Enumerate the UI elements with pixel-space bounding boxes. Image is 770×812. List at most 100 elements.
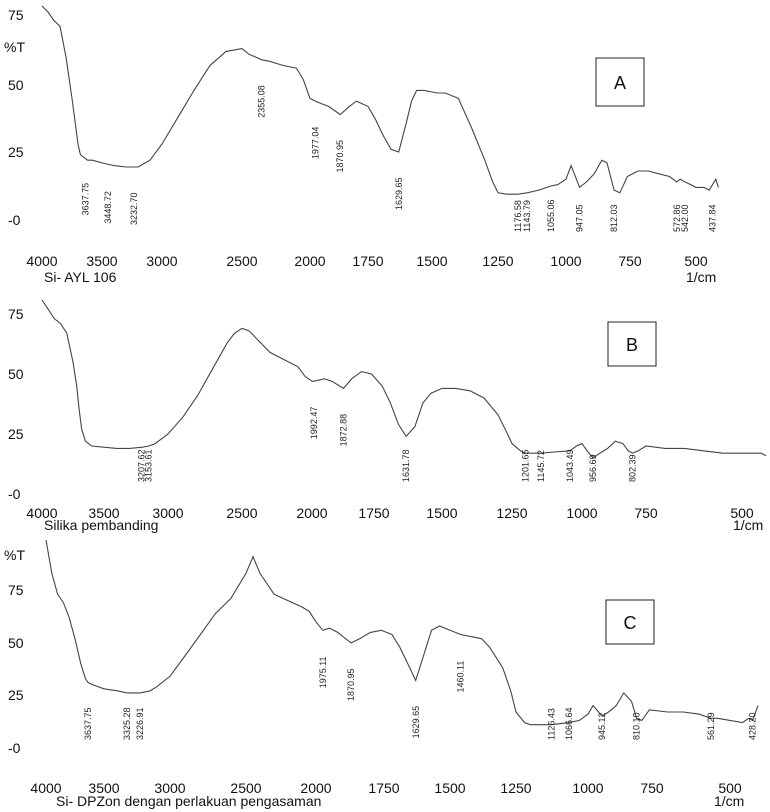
peak-label: 1977.04 [310,127,320,160]
xtick-label: 3500 [86,253,117,269]
xtick-label: 1500 [426,505,457,521]
xtick-label: 1250 [496,505,527,521]
sample-label-b: Silika pembanding [44,517,158,533]
peak-label: 3637.75 [83,707,93,740]
peak-label: 1872.88 [339,414,349,447]
panel-a: %T 75 50 25 -0 3637.75 3448.72 3232.70 2355.08… [4,5,719,285]
peak-label: 1870.95 [335,140,345,173]
unit-label-b: 1/cm [733,517,763,533]
peak-label: 1066.64 [564,707,574,740]
peak-label: 1629.65 [394,177,404,210]
xtick-label: 4000 [26,505,57,521]
xtick-label: 500 [730,505,754,521]
peak-label: 2355.08 [257,85,267,118]
xtick-label: 3000 [146,253,177,269]
xtick-label: 3500 [88,780,119,796]
xtick-label: 1000 [550,253,581,269]
sample-label-c: Si- DPZon dengan perlakuan pengasaman [56,793,321,809]
ytick-label: 25 [8,426,24,442]
yticks-b: 75 50 25 -0 [8,306,24,502]
peak-label: 428.20 [747,712,757,740]
ytick-label: 75 [8,582,24,598]
xtick-label: 2000 [294,253,325,269]
peak-label: 1631.78 [401,449,411,482]
panel-c: %T 75 50 25 -0 3637.75 3325.28 3226.91 1975.11… [4,539,759,809]
xtick-label: 1750 [352,253,383,269]
peak-label: 1629.65 [411,706,421,739]
xtick-label: 1250 [500,780,531,796]
ytick-label: 25 [8,144,24,160]
ylabel-a: %T [4,39,25,55]
xticks-a: 4000 3500 3000 2500 2000 1750 1500 1250 1000 750 5… [26,253,707,269]
xtick-label: 500 [718,780,742,796]
xtick-label: 750 [640,780,664,796]
xtick-label: 2000 [300,780,331,796]
peak-label: 1055.06 [546,199,556,232]
peak-label: 572.86 [672,204,682,232]
peak-label: 1176.58 [513,200,523,232]
xticks-b: 4000 3500 3000 2500 2000 1750 1500 1250 1000 750 5… [26,505,753,521]
xtick-label: 1500 [416,253,447,269]
peak-label: 3637.75 [81,183,91,216]
peak-labels-a: 3637.75 3448.72 3232.70 2355.08 1977.04 1870.… [81,85,718,232]
peak-label: 1145.72 [536,450,546,482]
panel-label-c: C [624,613,637,633]
peak-label: 956.69 [588,454,598,482]
peak-label: 3226.91 [135,707,145,740]
peak-label: 802.39 [628,454,638,482]
xtick-label: 500 [684,253,708,269]
xtick-label: 3000 [152,505,183,521]
panel-label-b: B [626,335,638,355]
ytick-label: 50 [8,366,24,382]
xtick-label: 4000 [26,253,57,269]
ytick-label: -0 [8,486,21,502]
peak-label: 945.12 [597,712,607,740]
spectrum-trace-c [45,539,759,726]
sample-label-a: Si- AYL 106 [44,269,117,285]
peak-label: 1460.11 [456,661,466,693]
xtick-label: 750 [634,505,658,521]
peak-label: 1201.65 [521,449,531,482]
xtick-label: 1750 [368,780,399,796]
peak-label: 3232.70 [129,192,139,225]
ytick-label: -0 [8,212,21,228]
xtick-label: 2000 [296,505,327,521]
unit-label-a: 1/cm [686,269,716,285]
panel-box-c [605,599,655,645]
peak-label: 810.10 [632,712,642,740]
peak-label: 1975.11 [318,656,328,688]
yticks-a: 75 50 25 -0 [8,7,24,228]
ylabel-c: %T [4,547,25,563]
ytick-label: 75 [8,7,24,23]
xtick-label: 750 [618,253,642,269]
peak-labels-c: 3637.75 3325.28 3226.91 1975.11 1870.95 1629.… [83,656,757,740]
xtick-label: 2500 [226,505,257,521]
peak-label: 542.00 [680,204,690,232]
xtick-label: 3000 [154,780,185,796]
peak-label: 3448.72 [103,191,113,224]
xtick-label: 3500 [88,505,119,521]
xtick-label: 2500 [230,780,261,796]
ytick-label: 75 [8,306,24,322]
peak-label: 3207.62 [136,449,146,482]
peak-label: 437.84 [707,204,717,232]
peak-label: 3325.28 [122,707,132,740]
xtick-label: 2500 [226,253,257,269]
peak-label: 812.03 [609,204,619,232]
peak-label: 1126.43 [547,708,557,740]
spectrum-trace-b [41,299,767,459]
xtick-label: 1000 [572,780,603,796]
panel-box-a [595,57,645,107]
xtick-label: 4000 [30,780,61,796]
panel-box-b [607,321,657,367]
peak-label: 3153.61 [143,449,153,482]
unit-label-c: 1/cm [714,793,744,809]
xtick-label: 1750 [358,505,389,521]
peak-label: 1043.49 [565,449,575,482]
peak-label: 561.29 [706,712,716,740]
xtick-label: 1250 [482,253,513,269]
xtick-label: 1500 [434,780,465,796]
ytick-label: 25 [8,687,24,703]
